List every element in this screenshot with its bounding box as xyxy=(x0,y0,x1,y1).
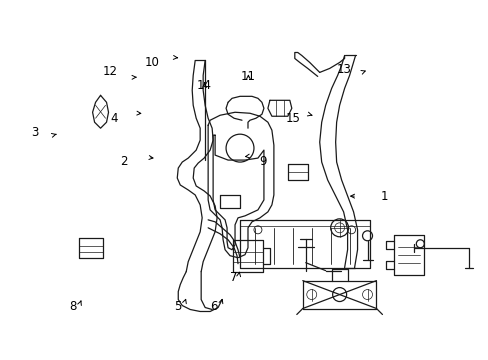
Text: 12: 12 xyxy=(102,65,118,78)
Text: 3: 3 xyxy=(32,126,39,139)
Text: 13: 13 xyxy=(336,63,351,76)
Text: 8: 8 xyxy=(69,300,76,313)
Text: 15: 15 xyxy=(285,112,300,125)
Text: 14: 14 xyxy=(197,79,212,92)
Text: 6: 6 xyxy=(210,300,217,313)
Text: 9: 9 xyxy=(259,155,266,168)
Text: 5: 5 xyxy=(173,300,181,313)
Text: 10: 10 xyxy=(144,56,159,69)
Text: 7: 7 xyxy=(229,271,237,284)
Text: 4: 4 xyxy=(110,112,118,125)
Text: 1: 1 xyxy=(380,190,387,203)
Text: 11: 11 xyxy=(241,70,255,83)
Text: 2: 2 xyxy=(120,155,127,168)
